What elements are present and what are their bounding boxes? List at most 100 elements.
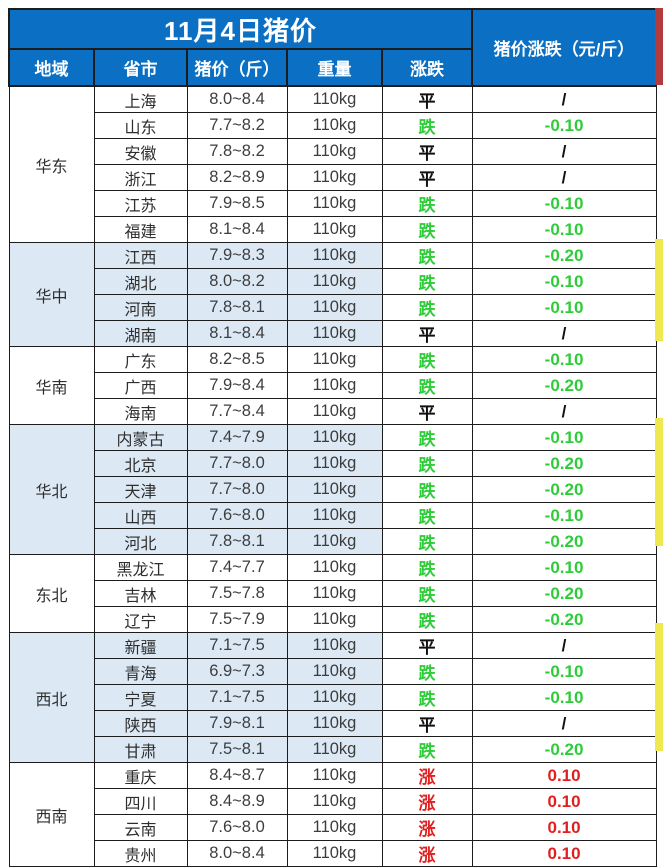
province-cell: 甘肃 (93, 736, 188, 763)
table-row: 宁夏 7.1~7.5 110kg 跌 -0.10 (9, 684, 657, 711)
province-cell: 天津 (93, 476, 188, 503)
trend-cell: 平 (381, 138, 473, 165)
price-cell: 7.1~7.5 (186, 632, 288, 659)
province-cell: 宁夏 (93, 684, 188, 711)
price-cell: 7.9~8.5 (186, 190, 288, 217)
price-cell: 7.4~7.9 (186, 424, 288, 451)
table-row: 华中 江西 7.9~8.3 110kg 跌 -0.20 (8, 242, 657, 347)
table-row: 东北 黑龙江 7.4~7.7 110kg 跌 -0.10 (8, 554, 657, 633)
change-cell: 0.10 (471, 762, 657, 789)
price-cell: 8.0~8.4 (186, 840, 288, 867)
table-row: 华东 上海 8.0~8.4 110kg 平 / (8, 85, 657, 243)
table-body: 华东 上海 8.0~8.4 110kg 平 / 山东 7.7~8.2 110kg 跌 -0.10 安徽… (8, 85, 657, 867)
weight-cell: 110kg (286, 294, 383, 321)
change-cell: -0.10 (471, 294, 657, 321)
weight-cell: 110kg (286, 112, 383, 139)
weight-cell: 110kg (286, 736, 383, 763)
price-cell: 7.5~7.8 (186, 580, 288, 607)
price-cell: 7.5~8.1 (186, 736, 288, 763)
table-row: 西南 重庆 8.4~8.7 110kg 涨 0.10 (8, 762, 657, 867)
change-cell: -0.10 (471, 658, 657, 685)
province-cell: 河南 (93, 294, 188, 321)
weight-cell: 110kg (286, 554, 383, 581)
weight-cell: 110kg (286, 606, 383, 633)
weight-cell: 110kg (286, 528, 383, 555)
change-cell: -0.10 (471, 502, 657, 529)
weight-cell: 110kg (286, 138, 383, 165)
edge-strip-huazhong (655, 238, 663, 341)
province-cell: 重庆 (93, 762, 188, 789)
table-row: 甘肃 7.5~8.1 110kg 跌 -0.20 (9, 736, 657, 763)
trend-cell: 跌 (381, 476, 473, 503)
table-row: 安徽 7.8~8.2 110kg 平 / (9, 138, 657, 165)
province-cell: 河北 (93, 528, 188, 555)
trend-cell: 平 (381, 85, 473, 113)
weight-cell: 110kg (286, 424, 383, 451)
province-cell: 湖南 (93, 320, 188, 347)
province-cell: 湖北 (93, 268, 188, 295)
price-cell: 7.9~8.4 (186, 372, 288, 399)
table-row: 贵州 8.0~8.4 110kg 涨 0.10 (9, 840, 657, 867)
table-row: 天津 7.7~8.0 110kg 跌 -0.20 (9, 476, 657, 503)
province-cell: 广东 (93, 346, 188, 373)
change-cell: 0.10 (471, 840, 657, 867)
province-cell: 内蒙古 (93, 424, 188, 451)
province-cell: 北京 (93, 450, 188, 477)
weight-cell: 110kg (286, 190, 383, 217)
price-cell: 7.8~8.1 (186, 528, 288, 555)
column-header-price: 猪价（斤） (186, 48, 288, 87)
province-cell: 吉林 (93, 580, 188, 607)
region-cell: 华南 (8, 346, 95, 425)
table-row: 江苏 7.9~8.5 110kg 跌 -0.10 (9, 190, 657, 217)
table-row: 西北 新疆 7.1~7.5 110kg 平 / (8, 632, 657, 763)
table-row: 山东 7.7~8.2 110kg 跌 -0.10 (9, 112, 657, 139)
table-row: 吉林 7.5~7.8 110kg 跌 -0.20 (9, 580, 657, 607)
trend-cell: 平 (381, 164, 473, 191)
trend-cell: 跌 (381, 112, 473, 139)
change-cell: -0.20 (471, 372, 657, 399)
change-cell: -0.10 (471, 424, 657, 451)
change-cell: / (471, 320, 657, 347)
province-cell: 云南 (93, 814, 188, 841)
province-cell: 新疆 (93, 632, 188, 659)
weight-cell: 110kg (286, 476, 383, 503)
weight-cell: 110kg (286, 814, 383, 841)
region-cell: 西南 (8, 762, 95, 867)
province-cell: 福建 (93, 216, 188, 243)
change-cell: / (471, 398, 657, 425)
table-row: 云南 7.6~8.0 110kg 涨 0.10 (9, 814, 657, 841)
change-cell: -0.20 (471, 476, 657, 503)
price-cell: 8.4~8.9 (186, 788, 288, 815)
table-row: 广西 7.9~8.4 110kg 跌 -0.20 (9, 372, 657, 399)
trend-cell: 跌 (381, 372, 473, 399)
change-cell: 0.10 (471, 788, 657, 815)
change-cell: -0.10 (471, 190, 657, 217)
change-cell: / (471, 710, 657, 737)
change-cell: / (471, 138, 657, 165)
change-cell: -0.10 (471, 112, 657, 139)
weight-cell: 110kg (286, 658, 383, 685)
table-row: 陕西 7.9~8.1 110kg 平 / (9, 710, 657, 737)
province-cell: 上海 (93, 85, 188, 113)
column-header-province: 省市 (93, 48, 188, 87)
change-cell: -0.20 (471, 528, 657, 555)
weight-cell: 110kg (286, 788, 383, 815)
trend-cell: 平 (381, 320, 473, 347)
table-row: 四川 8.4~8.9 110kg 涨 0.10 (9, 788, 657, 815)
weight-cell: 110kg (286, 320, 383, 347)
weight-cell: 110kg (286, 372, 383, 399)
edge-strip-header (655, 8, 663, 85)
weight-cell: 110kg (286, 216, 383, 243)
price-cell: 7.8~8.1 (186, 294, 288, 321)
table-row: 青海 6.9~7.3 110kg 跌 -0.10 (9, 658, 657, 685)
trend-cell: 跌 (381, 242, 473, 269)
weight-cell: 110kg (286, 346, 383, 373)
pig-price-table: 11月4日猪价 猪价涨跌（元/斤） 地域 省市 猪价（斤） 重量 涨跌 华东 上海… (7, 8, 658, 867)
change-column-header: 猪价涨跌（元/斤） (471, 8, 658, 87)
trend-cell: 跌 (381, 424, 473, 451)
trend-cell: 跌 (381, 684, 473, 711)
trend-cell: 跌 (381, 606, 473, 633)
weight-cell: 110kg (286, 684, 383, 711)
weight-cell: 110kg (286, 450, 383, 477)
